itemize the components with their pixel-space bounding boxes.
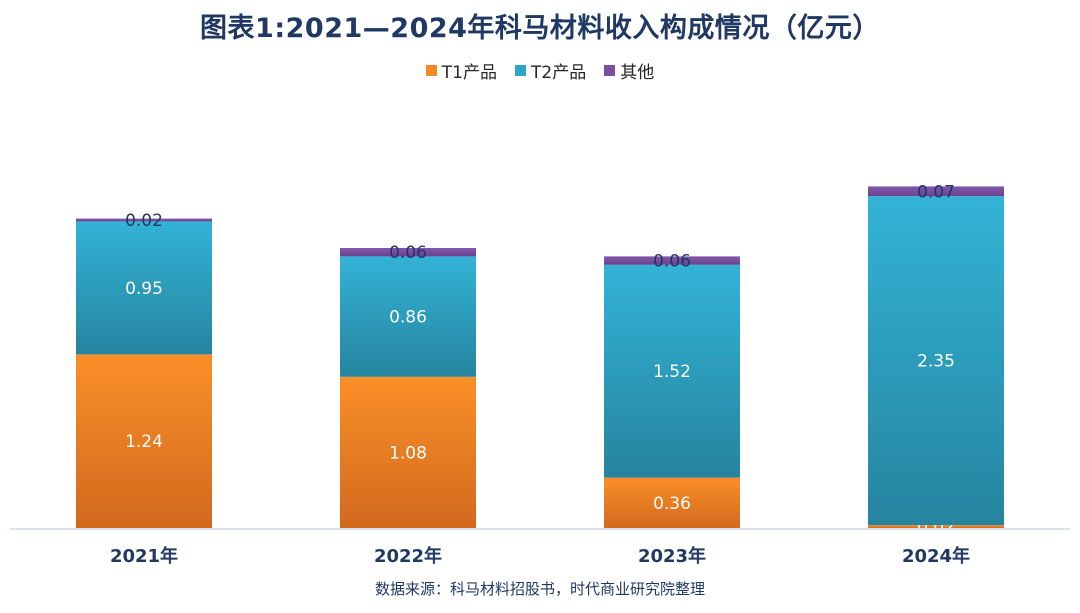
x-tick-label-2: 2023年 bbox=[638, 545, 706, 567]
x-tick-label-0: 2021年 bbox=[110, 545, 178, 567]
bar-t1-2 bbox=[604, 477, 740, 528]
bar-t2-0 bbox=[76, 221, 212, 355]
bar-t1-1 bbox=[340, 376, 476, 528]
bar-other-2 bbox=[604, 256, 740, 265]
data-label-other-1: 0.06 bbox=[389, 243, 427, 263]
bar-other-1 bbox=[340, 248, 476, 257]
data-label-t1-2: 0.36 bbox=[653, 494, 691, 514]
data-label-t1-1: 1.08 bbox=[389, 443, 427, 463]
legend-item-t1: T1产品 bbox=[425, 58, 497, 83]
bar-t1-3 bbox=[868, 525, 1004, 528]
bar-other-3 bbox=[868, 186, 1004, 197]
data-label-other-0: 0.02 bbox=[125, 211, 163, 231]
legend-label-t1: T1产品 bbox=[441, 63, 497, 83]
bar-t2-3 bbox=[868, 196, 1004, 526]
legend-swatch-t2 bbox=[515, 65, 526, 76]
bar-t2-1 bbox=[340, 256, 476, 377]
data-label-t2-2: 1.52 bbox=[653, 362, 691, 382]
data-label-t2-1: 0.86 bbox=[389, 308, 427, 328]
data-label-other-3: 0.07 bbox=[917, 182, 955, 202]
bar-t2-2 bbox=[604, 264, 740, 478]
bar-other-0 bbox=[76, 218, 212, 222]
data-label-other-2: 0.06 bbox=[653, 252, 691, 272]
bar-t1-0 bbox=[76, 354, 212, 528]
legend-swatch-t1 bbox=[425, 65, 437, 76]
source-note: 数据来源：科马材料招股书，时代商业研究院整理 bbox=[374, 580, 705, 598]
chart-title: 图表1:2021—2024年科马材料收入构成情况（亿元） bbox=[200, 13, 880, 44]
legend-label-other: 其他 bbox=[620, 63, 655, 83]
legend-swatch-other bbox=[604, 65, 616, 76]
legend: T1产品 T2产品 其他 bbox=[0, 58, 1080, 83]
legend-label-t2: T2产品 bbox=[531, 63, 587, 83]
data-label-t2-3: 2.35 bbox=[917, 352, 955, 372]
data-label-t2-0: 0.95 bbox=[125, 279, 163, 299]
data-label-t1-0: 1.24 bbox=[125, 432, 163, 452]
legend-item-other: 其他 bbox=[604, 58, 654, 83]
x-tick-label-1: 2022年 bbox=[374, 545, 442, 567]
legend-item-t2: T2产品 bbox=[515, 58, 586, 83]
x-tick-label-3: 2024年 bbox=[902, 545, 970, 567]
